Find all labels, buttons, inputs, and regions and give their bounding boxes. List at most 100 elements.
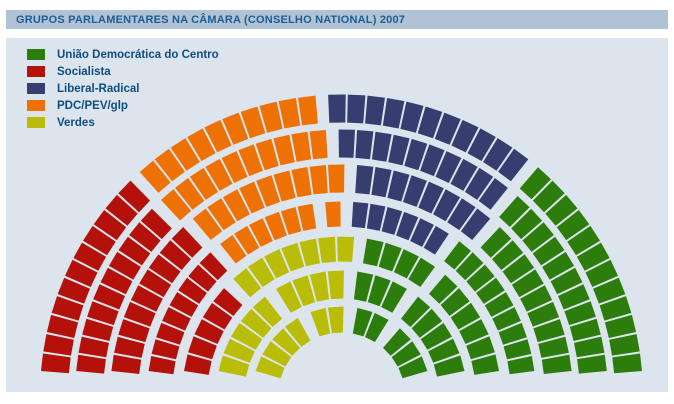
seat-orange [220,235,247,264]
seat-blue [451,119,479,153]
seat-red [41,353,71,374]
seat-orange [222,189,250,222]
seat-blue [460,208,491,240]
seat-blue [351,201,369,229]
seat-blue [423,225,449,255]
seat-orange [328,164,345,193]
seat-blue [410,218,434,247]
seat-green [353,271,374,302]
seat-yellow [233,268,262,298]
seat-red [169,292,199,317]
seat-red [43,334,74,356]
seat-orange [309,165,328,195]
seat-red [123,301,156,327]
seat-orange [239,181,265,214]
seat-yellow [255,356,285,379]
seat-yellow [262,341,292,367]
seat-green [440,288,470,316]
pdc-pev-glp-color-swatch [27,100,45,111]
seat-green [381,281,407,313]
seat-green [574,336,605,358]
legend-item-liberal-radical: Liberal-Radical [27,80,219,97]
seat-red [118,180,151,213]
hemicycle-svg [41,94,642,379]
seat-yellow [299,238,320,267]
seat-green [466,264,495,292]
seat-green [471,354,499,375]
seat-red [202,302,233,330]
seat-red [100,267,133,295]
seat-blue [450,158,478,191]
legend-item-pdc-pev-glp: PDC/PEV/glp [27,97,219,114]
seat-orange [221,151,248,183]
seat-green [365,312,389,342]
seat-green [444,241,471,270]
seat-red [178,277,207,304]
seat-orange [325,201,341,228]
seat-orange [273,134,295,166]
liberal-radical-color-swatch [27,83,45,94]
seat-orange [291,167,312,198]
seat-green [609,334,640,356]
seat-red [78,336,109,358]
seat-red [108,251,141,280]
seat-blue [434,112,461,145]
seat-yellow [240,308,272,338]
seat-green [558,284,590,310]
seat-orange [280,207,302,235]
seat-green [459,319,489,344]
seat-red [199,252,228,281]
seat-green [527,301,560,327]
seat-red [184,354,212,375]
seat-orange [298,95,318,126]
seat-green [545,194,578,226]
seat-blue [403,175,427,207]
seat-yellow [318,236,336,263]
seat-green [480,227,512,258]
seat-red [129,222,161,252]
seat-green [599,296,632,321]
chart-panel: União Democrática do Centro Socialista L… [6,38,668,392]
seat-blue [366,203,386,231]
seat-green [391,341,421,367]
seat-red [151,339,180,360]
seat-orange [170,138,200,171]
seat-orange [256,175,280,207]
seat-red [188,336,217,360]
seat-red [213,288,243,316]
seat-green [556,210,590,241]
seat-red [87,301,119,326]
verdes-color-swatch [27,117,45,128]
seat-orange [297,203,317,231]
seat-red [148,356,176,375]
seat-green [455,252,484,281]
seat-red [57,277,90,304]
seat-blue [328,94,346,123]
seat-green [520,285,553,312]
seat-blue [371,167,392,198]
seat-green [352,307,373,337]
seat-green [484,292,514,317]
seat-blue [464,167,494,200]
seat-red [118,319,150,343]
seat-red [51,296,84,321]
seat-green [541,354,572,374]
seat-orange [161,189,192,221]
seat-red [148,254,181,284]
seat-red [65,259,98,287]
seat-green [576,242,610,271]
seat-blue [355,165,374,195]
seat-yellow [327,306,344,334]
seat-blue [483,138,513,171]
seat-orange [189,167,219,200]
seat-red [114,336,145,358]
seat-yellow [231,322,263,350]
seat-blue [338,129,355,158]
seat-green [532,236,565,266]
seat-orange [204,119,232,153]
seat-blue [435,151,462,183]
seat-red [171,227,203,258]
seat-red [105,194,138,226]
seat-green [507,356,535,375]
